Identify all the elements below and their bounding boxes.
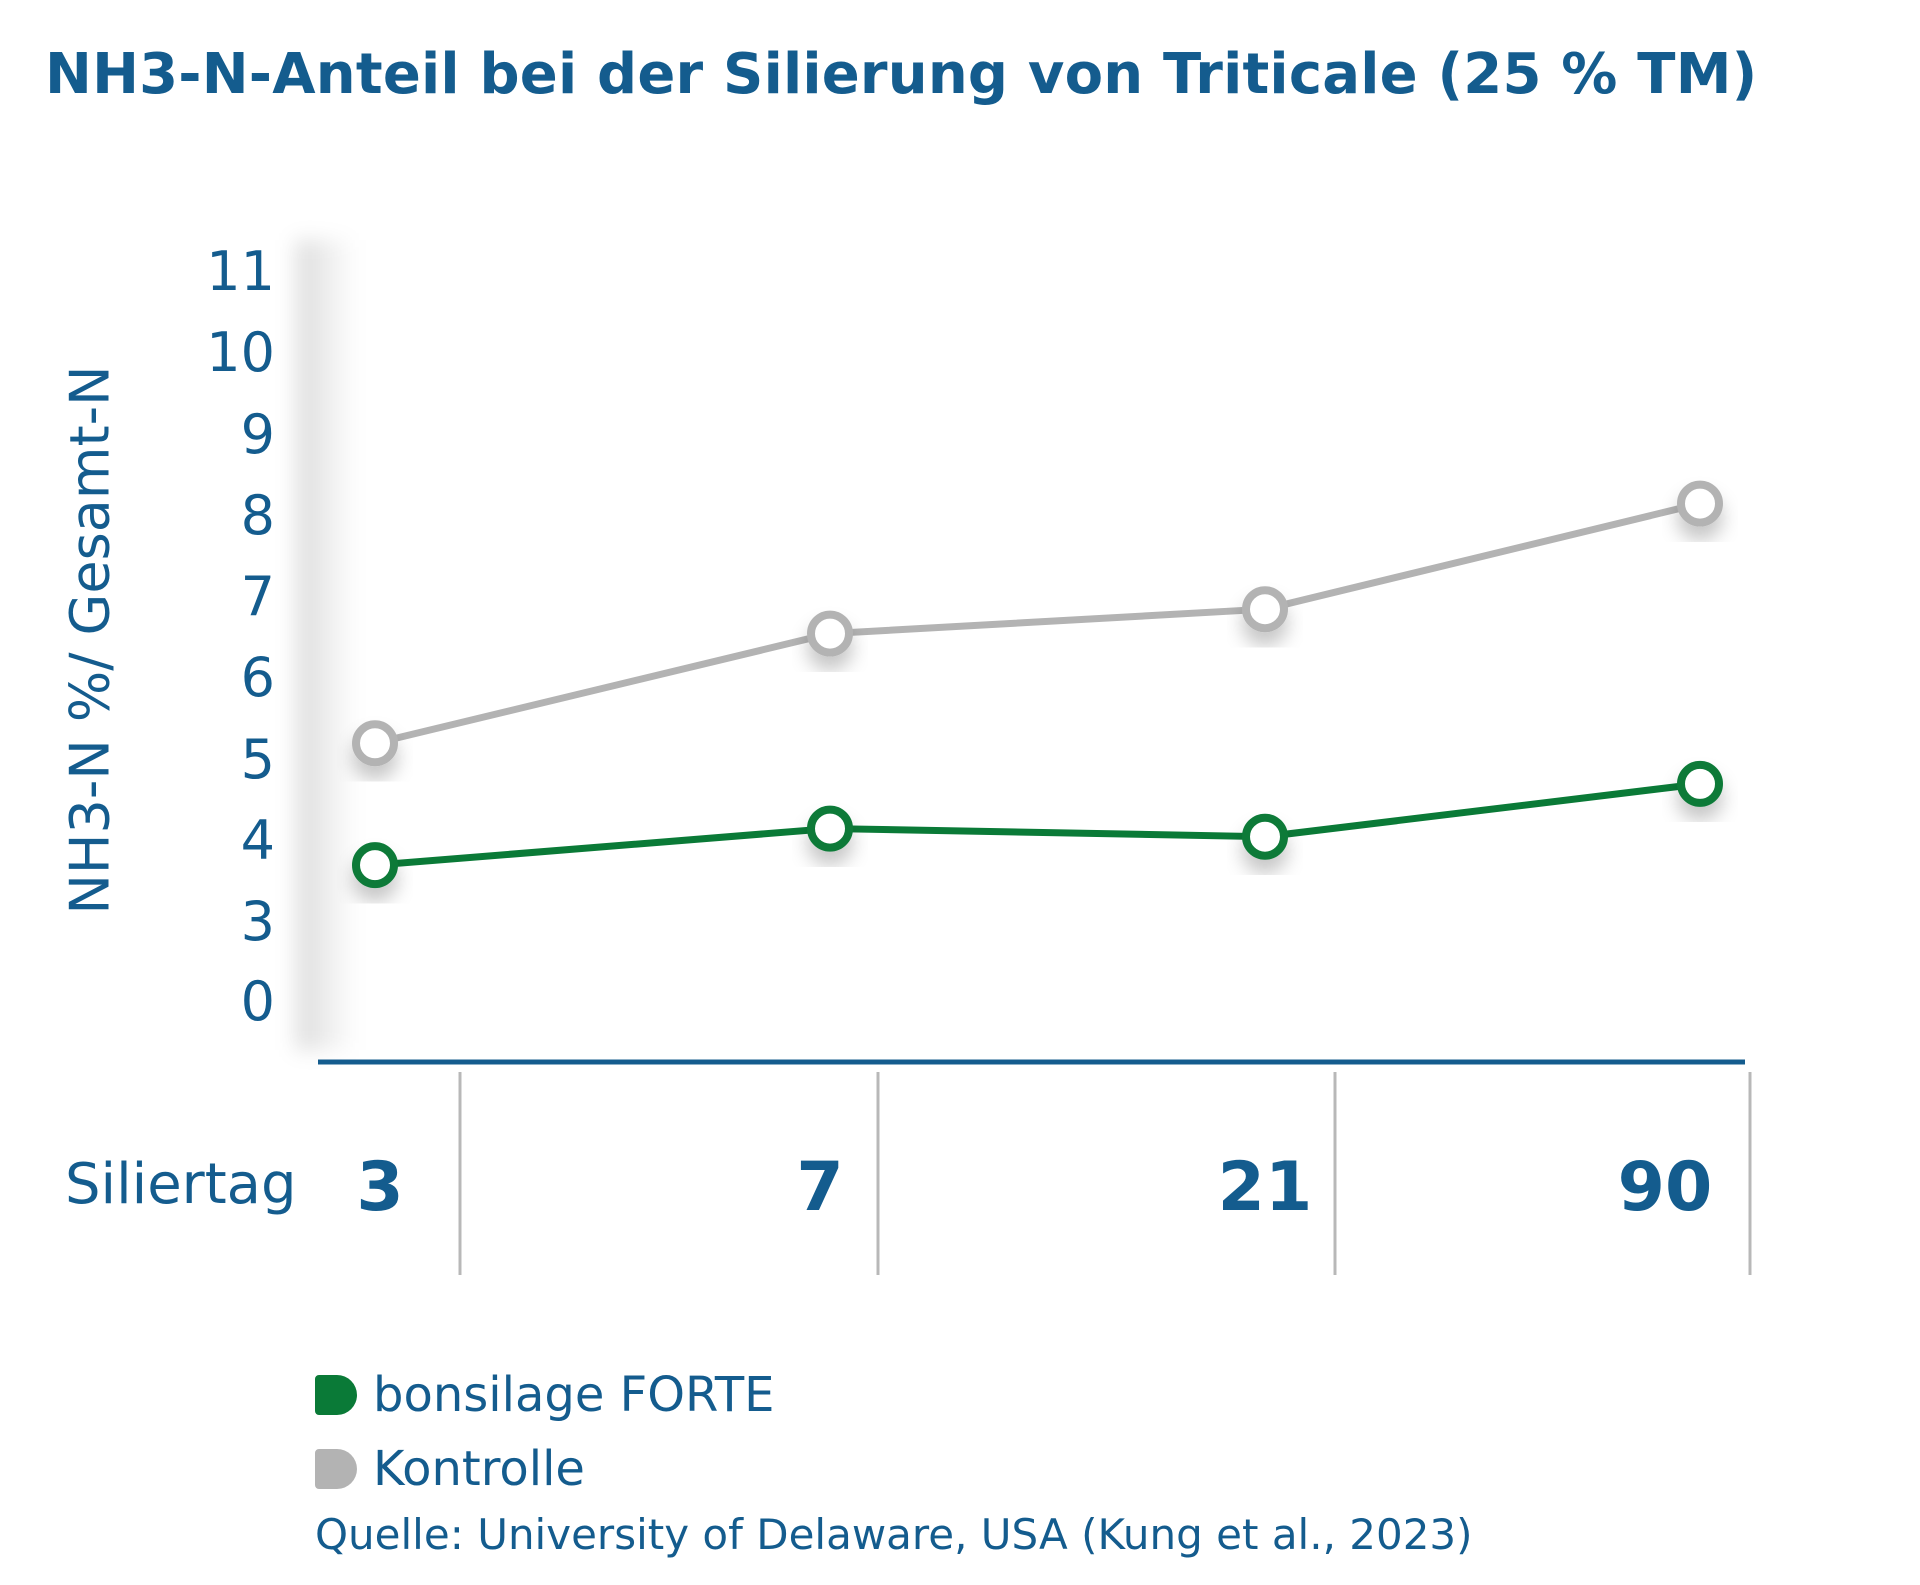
legend: bonsilage FORTE Kontrolle bbox=[315, 1358, 775, 1506]
legend-label-bonsilage: bonsilage FORTE bbox=[373, 1367, 775, 1423]
data-point bbox=[1242, 813, 1288, 860]
y-tick-label: 9 bbox=[240, 402, 275, 466]
y-axis-shadow bbox=[296, 240, 356, 1050]
y-tick-label: 3 bbox=[240, 890, 275, 953]
data-point bbox=[352, 720, 398, 767]
series-line-1 bbox=[374, 500, 1701, 747]
y-tick-label: 4 bbox=[240, 808, 275, 872]
chart-title: NH3-N-Anteil bei der Silierung von Triti… bbox=[45, 42, 1758, 107]
x-tick-label: 90 bbox=[1617, 1148, 1713, 1227]
data-point bbox=[1677, 480, 1723, 527]
y-tick-label: 0 bbox=[240, 970, 275, 1033]
series-line-0 bbox=[374, 780, 1701, 869]
x-axis-label: Siliertag bbox=[65, 1152, 297, 1217]
axes bbox=[318, 1059, 1752, 1275]
source-note: Quelle: University of Delaware, USA (Kun… bbox=[315, 1510, 1473, 1559]
legend-swatch-bonsilage bbox=[315, 1375, 357, 1415]
y-tick-label: 10 bbox=[206, 321, 275, 385]
legend-item-kontrolle: Kontrolle bbox=[315, 1432, 775, 1506]
x-tick-label: 3 bbox=[356, 1148, 404, 1227]
y-tick-label: 8 bbox=[240, 483, 275, 547]
y-tick-label: 5 bbox=[240, 727, 275, 791]
data-point bbox=[1677, 760, 1723, 807]
data-point bbox=[352, 842, 398, 889]
series-lines bbox=[374, 500, 1701, 869]
y-tick-label: 11 bbox=[206, 240, 275, 303]
y-tick-label: 6 bbox=[240, 646, 275, 710]
data-point bbox=[1242, 586, 1288, 633]
x-tick-label: 21 bbox=[1217, 1148, 1313, 1227]
legend-item-bonsilage: bonsilage FORTE bbox=[315, 1358, 775, 1432]
legend-label-kontrolle: Kontrolle bbox=[373, 1441, 585, 1497]
x-tick-label: 7 bbox=[796, 1148, 844, 1227]
legend-swatch-kontrolle bbox=[315, 1449, 357, 1489]
data-points bbox=[352, 480, 1723, 889]
data-point bbox=[807, 805, 853, 852]
y-tick-label: 7 bbox=[240, 565, 275, 628]
data-point bbox=[807, 610, 853, 657]
